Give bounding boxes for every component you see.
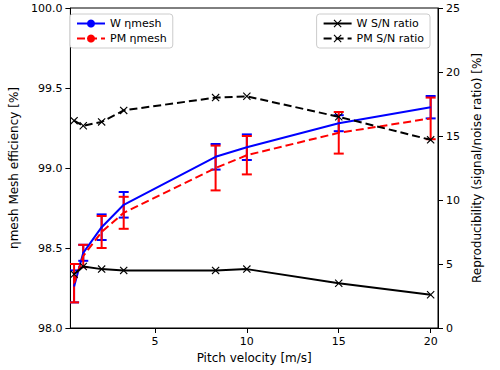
- svg-text:ηmesh Mesh efficiency [%]: ηmesh Mesh efficiency [%]: [7, 87, 21, 249]
- svg-text:15: 15: [446, 130, 460, 143]
- svg-text:98.5: 98.5: [38, 242, 63, 255]
- svg-text:5: 5: [151, 335, 158, 348]
- svg-text:Pitch velocity [m/s]: Pitch velocity [m/s]: [197, 351, 312, 365]
- svg-text:98.0: 98.0: [38, 322, 63, 335]
- svg-text:0: 0: [446, 322, 453, 335]
- svg-text:25: 25: [446, 2, 460, 15]
- svg-text:100.0: 100.0: [31, 2, 63, 15]
- svg-text:99.5: 99.5: [38, 82, 63, 95]
- svg-text:PM ηmesh: PM ηmesh: [110, 32, 167, 45]
- svg-text:W ηmesh: W ηmesh: [110, 17, 162, 30]
- svg-text:Reproducibility (signal/noise: Reproducibility (signal/noise ratio) [%]: [470, 53, 484, 283]
- svg-text:15: 15: [332, 335, 346, 348]
- svg-text:10: 10: [446, 194, 460, 207]
- svg-text:20: 20: [424, 335, 438, 348]
- svg-text:W S/N ratio: W S/N ratio: [357, 17, 419, 30]
- svg-text:99.0: 99.0: [38, 162, 63, 175]
- svg-text:5: 5: [446, 258, 453, 271]
- svg-text:10: 10: [240, 335, 254, 348]
- svg-text:PM S/N ratio: PM S/N ratio: [357, 32, 425, 45]
- svg-text:20: 20: [446, 66, 460, 79]
